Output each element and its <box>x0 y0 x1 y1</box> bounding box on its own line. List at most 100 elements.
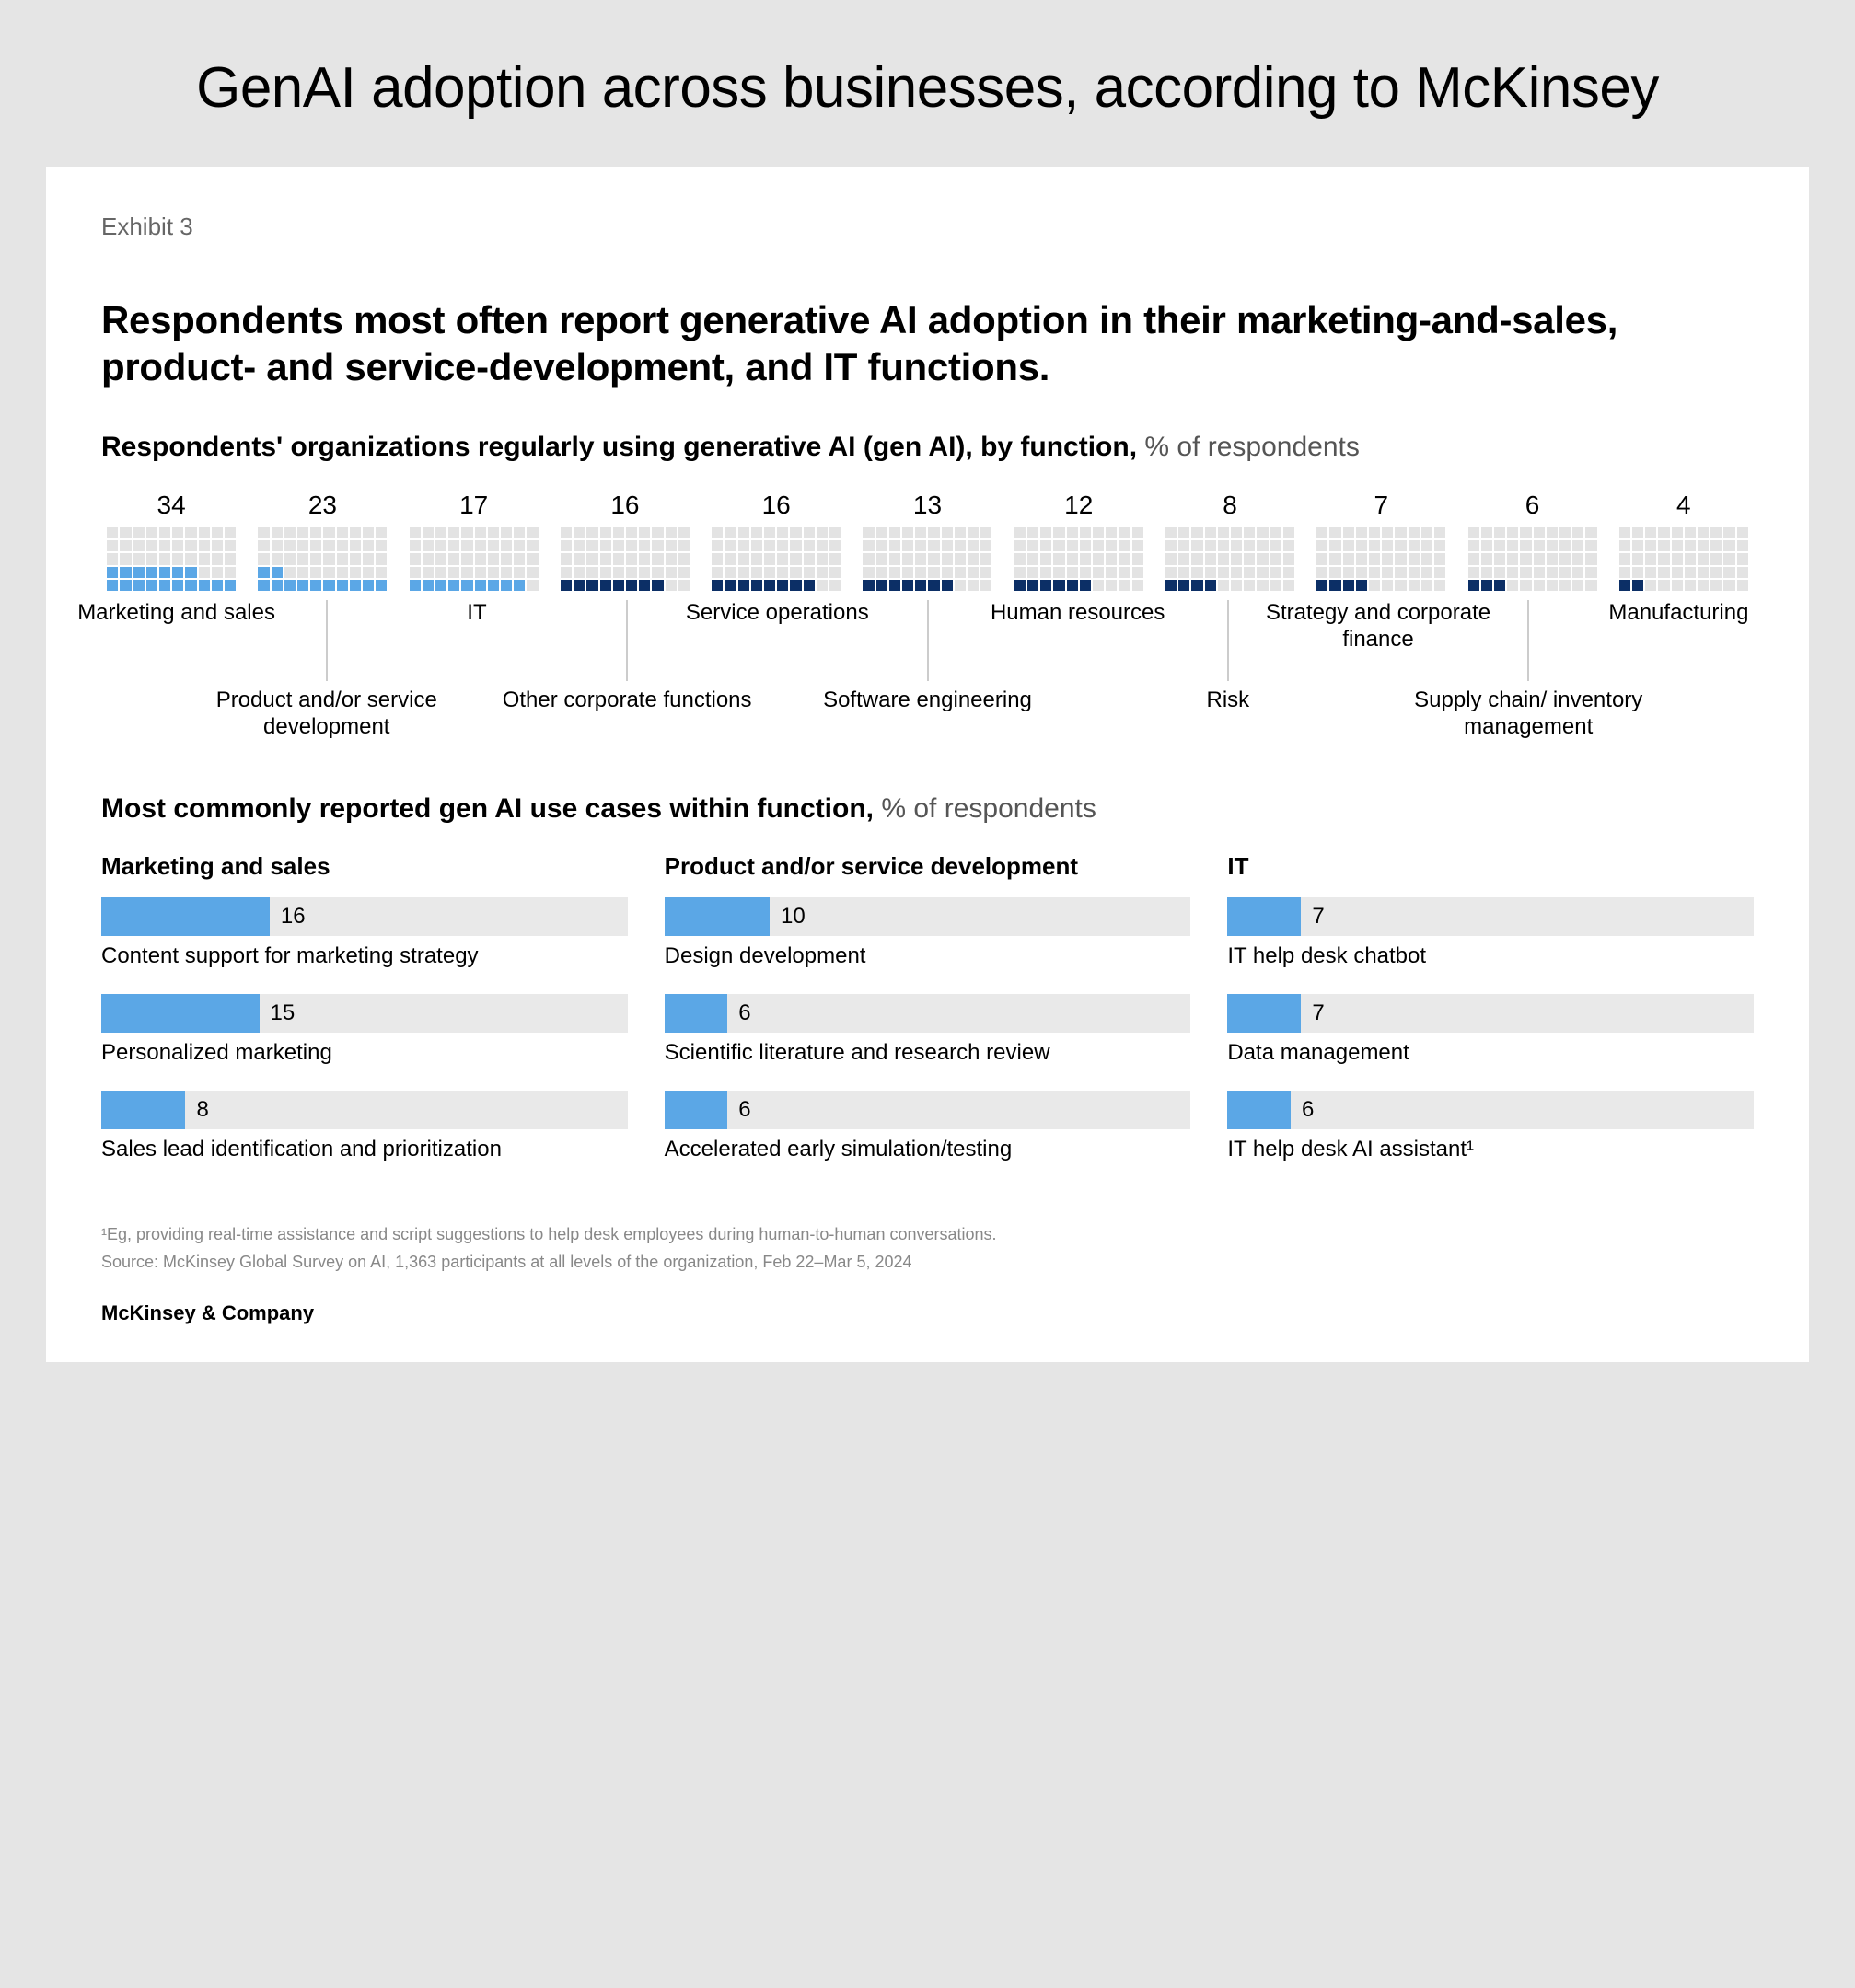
bar-track: 6 <box>665 994 1191 1033</box>
bar-label: Sales lead identification and prioritiza… <box>101 1137 628 1163</box>
footnote-1: ¹Eg, providing real-time assistance and … <box>101 1223 1754 1246</box>
usecase-bar: 6 <box>665 1091 1191 1129</box>
exhibit-card: Exhibit 3 Respondents most often report … <box>46 167 1809 1362</box>
bar-value: 6 <box>738 1097 750 1123</box>
waffle-value: 34 <box>157 491 186 520</box>
usecase-bar: 6 <box>1227 1091 1754 1129</box>
bar-value: 7 <box>1312 904 1324 930</box>
waffle-chart-row: 34 23 17 16 16 13 12 8 7 6 4 <box>101 491 1754 591</box>
waffle-tick <box>927 600 928 681</box>
waffle-value: 17 <box>459 491 488 520</box>
usecase-bar: 10 <box>665 897 1191 936</box>
waffle-value: 4 <box>1676 491 1691 520</box>
bar-fill <box>1227 994 1301 1033</box>
waffle-category-label: Strategy and corporate finance <box>1243 600 1513 653</box>
waffle-subhead-light: % of respondents <box>1137 432 1360 462</box>
waffle-grid <box>410 527 539 591</box>
usecase-column-title: IT <box>1227 852 1754 881</box>
bar-value: 6 <box>738 1000 750 1026</box>
bar-fill <box>1227 1091 1291 1129</box>
waffle-tick <box>1227 600 1228 681</box>
waffle-item: 16 <box>555 491 695 591</box>
usecase-subhead: Most commonly reported gen AI use cases … <box>101 793 1754 825</box>
bar-fill <box>665 1091 728 1129</box>
bar-track: 8 <box>101 1091 628 1129</box>
waffle-category-label: Other corporate functions <box>492 688 762 714</box>
bar-fill <box>665 994 728 1033</box>
bar-label: Data management <box>1227 1040 1754 1067</box>
waffle-category-label: Risk <box>1093 688 1363 714</box>
bar-track: 7 <box>1227 994 1754 1033</box>
bar-label: IT help desk AI assistant¹ <box>1227 1137 1754 1163</box>
usecase-bar: 7 <box>1227 897 1754 936</box>
waffle-category-label: Manufacturing <box>1544 600 1814 627</box>
bar-value: 7 <box>1312 1000 1324 1026</box>
waffle-grid <box>1316 527 1445 591</box>
usecase-bar: 6 <box>665 994 1191 1033</box>
usecase-bar: 16 <box>101 897 628 936</box>
bar-value: 6 <box>1302 1097 1314 1123</box>
bar-fill <box>101 994 260 1033</box>
waffle-grid <box>1619 527 1748 591</box>
usecase-bar: 7 <box>1227 994 1754 1033</box>
waffle-item: 17 <box>404 491 544 591</box>
footnote-2: Source: McKinsey Global Survey on AI, 1,… <box>101 1251 1754 1274</box>
usecase-grid: Marketing and sales 16 Content support for… <box>101 852 1754 1186</box>
waffle-grid <box>1468 527 1597 591</box>
waffle-category-label: IT <box>342 600 612 627</box>
usecase-subhead-bold: Most commonly reported gen AI use cases … <box>101 793 874 824</box>
waffle-value: 23 <box>308 491 337 520</box>
bar-fill <box>101 1091 185 1129</box>
bar-value: 10 <box>781 904 806 930</box>
waffle-subhead-bold: Respondents' organizations regularly usi… <box>101 432 1137 462</box>
waffle-subhead: Respondents' organizations regularly usi… <box>101 432 1754 463</box>
waffle-grid <box>1014 527 1143 591</box>
bar-track: 6 <box>665 1091 1191 1129</box>
exhibit-headline: Respondents most often report generative… <box>101 297 1754 390</box>
bar-label: Content support for marketing strategy <box>101 943 628 970</box>
waffle-value: 7 <box>1374 491 1388 520</box>
waffle-grid <box>107 527 236 591</box>
waffle-category-label: Human resources <box>943 600 1213 627</box>
waffle-tick <box>1528 600 1529 681</box>
waffle-value: 8 <box>1223 491 1237 520</box>
bar-fill <box>1227 897 1301 936</box>
bar-label: Personalized marketing <box>101 1040 628 1067</box>
usecase-column: Product and/or service development10Desi… <box>665 852 1191 1186</box>
usecase-column: Marketing and sales 16 Content support for… <box>101 852 628 1186</box>
waffle-value: 16 <box>762 491 791 520</box>
waffle-category-label: Software engineering <box>793 688 1063 714</box>
page-title: GenAI adoption across businesses, accord… <box>46 55 1809 121</box>
bar-value: 16 <box>281 904 306 930</box>
bar-track: 15 <box>101 994 628 1033</box>
bar-track: 6 <box>1227 1091 1754 1129</box>
waffle-value: 13 <box>913 491 942 520</box>
waffle-labels-region: Marketing and salesProduct and/or servic… <box>101 600 1754 757</box>
waffle-item: 34 <box>101 491 241 591</box>
waffle-category-label: Marketing and sales <box>41 600 312 627</box>
bar-track: 7 <box>1227 897 1754 936</box>
usecase-bar: 8 <box>101 1091 628 1129</box>
waffle-item: 6 <box>1462 491 1602 591</box>
waffle-tick <box>627 600 628 681</box>
waffle-value: 12 <box>1064 491 1093 520</box>
waffle-grid <box>561 527 690 591</box>
bar-fill <box>665 897 770 936</box>
waffle-category-label: Service operations <box>642 600 912 627</box>
bar-label: IT help desk chatbot <box>1227 943 1754 970</box>
waffle-item: 13 <box>857 491 997 591</box>
bar-fill <box>101 897 270 936</box>
waffle-grid <box>258 527 387 591</box>
waffle-item: 7 <box>1311 491 1451 591</box>
waffle-item: 16 <box>706 491 846 591</box>
usecase-column-title: Product and/or service development <box>665 852 1191 881</box>
waffle-category-label: Product and/or service development <box>191 688 462 741</box>
waffle-item: 23 <box>252 491 392 591</box>
usecase-subhead-light: % of respondents <box>874 793 1096 824</box>
waffle-tick <box>326 600 327 681</box>
exhibit-label: Exhibit 3 <box>101 213 1754 260</box>
outer-card: GenAI adoption across businesses, accord… <box>18 18 1837 1399</box>
bar-label: Accelerated early simulation/testing <box>665 1137 1191 1163</box>
waffle-item: 4 <box>1614 491 1754 591</box>
usecase-column-title: Marketing and sales <box>101 852 628 881</box>
